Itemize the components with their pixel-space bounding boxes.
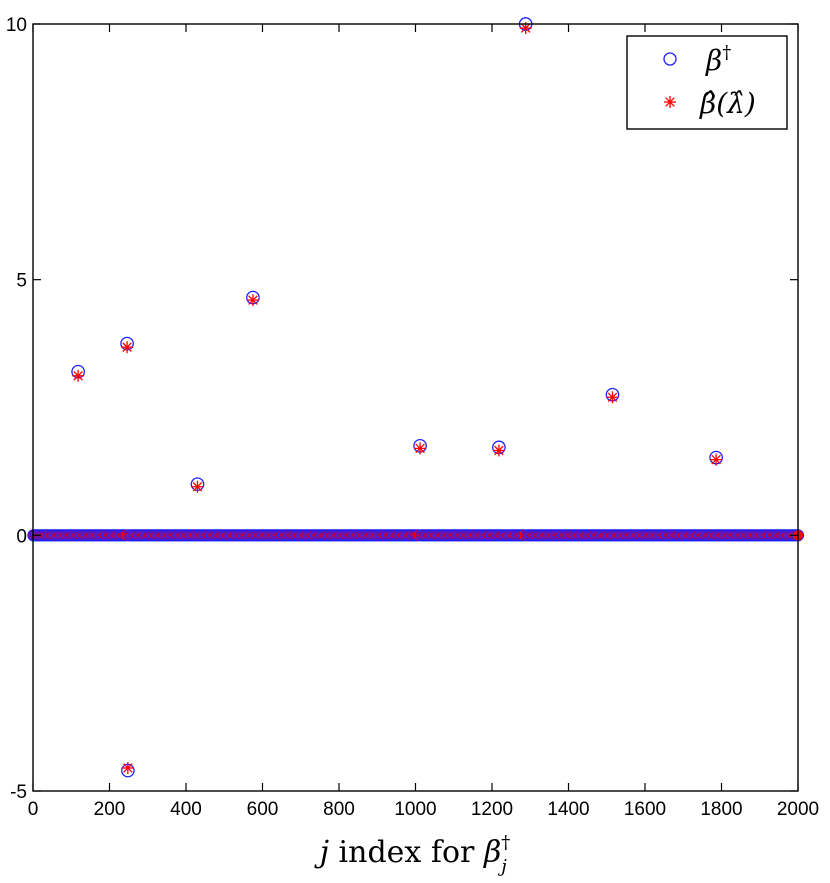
legend-marker-asterisk bbox=[664, 96, 676, 108]
beta-hat-point-stroke bbox=[711, 454, 721, 465]
beta-hat-point bbox=[121, 761, 134, 774]
legend-marker-circle bbox=[663, 52, 677, 66]
legend-box bbox=[626, 35, 788, 130]
x-tick-label: 1000 bbox=[394, 799, 436, 820]
x-tick-label: 400 bbox=[170, 799, 202, 820]
x-label-dagger: † bbox=[501, 832, 510, 853]
x-tick-label: 1400 bbox=[547, 799, 589, 820]
x-tick-label: 1200 bbox=[471, 799, 513, 820]
plot-area bbox=[27, 17, 805, 778]
axis-ticks: 0 200 400 600 800 1000 1200 1400 1600 1800 2000-50… bbox=[6, 15, 819, 820]
axes-box bbox=[32, 23, 799, 792]
beta-hat-point bbox=[414, 442, 427, 455]
legend: β† β̂(λ̂) bbox=[626, 35, 788, 130]
beta-hat-point-stroke bbox=[123, 763, 133, 773]
x-tick-label: 1600 bbox=[624, 799, 666, 820]
beta-hat-point bbox=[606, 391, 619, 404]
x-tick-label: 200 bbox=[94, 799, 126, 820]
zero-coefficients bbox=[27, 529, 805, 542]
beta-hat-point-stroke bbox=[520, 23, 531, 33]
beta-hat-point-stroke bbox=[192, 481, 203, 492]
beta-hat-point-stroke bbox=[248, 295, 258, 305]
x-tick-label: 0 bbox=[28, 799, 39, 820]
y-tick-label: 10 bbox=[6, 15, 27, 36]
legend-label-beta-hat: β̂(λ̂) bbox=[699, 87, 756, 120]
legend-asterisk-mark bbox=[664, 96, 676, 108]
y-tick-label: 0 bbox=[16, 526, 27, 547]
beta-hat-point bbox=[710, 453, 723, 466]
legend-label-dagger: † bbox=[722, 42, 731, 63]
beta-hat-point-stroke bbox=[122, 342, 132, 352]
x-tick-label: 1800 bbox=[700, 799, 742, 820]
x-tick-label: 600 bbox=[247, 799, 279, 820]
beta-hat-point-stroke bbox=[494, 445, 504, 456]
beta-hat-point bbox=[121, 341, 134, 354]
beta-hat-point-stroke bbox=[415, 443, 425, 454]
y-tick-label: -5 bbox=[10, 782, 27, 803]
beta-hat-point-stroke bbox=[73, 371, 83, 381]
x-tick-label: 800 bbox=[323, 799, 355, 820]
legend-label-beta-dagger: β† bbox=[705, 42, 731, 77]
legend-asterisk-mark-stroke bbox=[665, 97, 675, 107]
x-label-sub-j: j bbox=[497, 856, 507, 877]
x-label-beta: β bbox=[483, 835, 501, 870]
beta-hat-point bbox=[492, 444, 505, 457]
x-label-j: j bbox=[314, 835, 329, 870]
beta-hat-point bbox=[246, 294, 259, 307]
beta-hat-point bbox=[191, 480, 204, 493]
y-tick-label: 5 bbox=[16, 271, 27, 292]
x-label-text: index for bbox=[329, 835, 484, 870]
legend-label-beta: β bbox=[705, 44, 722, 77]
x-tick-label: 2000 bbox=[777, 799, 819, 820]
beta-hat-point-stroke bbox=[607, 392, 618, 403]
beta-hat-point bbox=[72, 369, 85, 382]
x-axis-label: j index for β† j bbox=[314, 832, 511, 877]
